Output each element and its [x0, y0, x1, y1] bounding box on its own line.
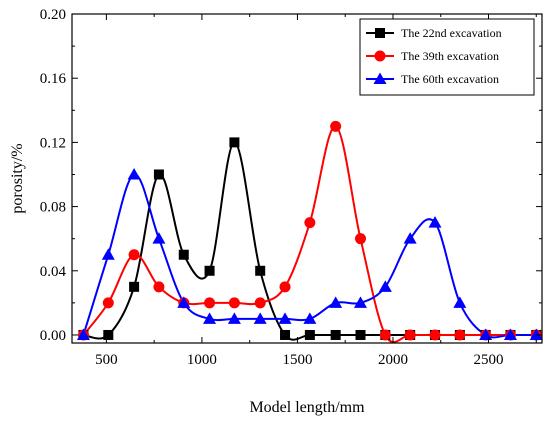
series-3-point: [529, 328, 543, 340]
series-2-point: [330, 120, 342, 132]
series-3-point: [253, 312, 267, 324]
series-line-1: [83, 141, 537, 341]
series-2-point: [354, 233, 366, 245]
x-axis-title: Model length/mm: [249, 399, 365, 416]
x-tick-label: 1500: [282, 352, 312, 368]
y-tick-label: 0.16: [40, 71, 67, 87]
series-2-point: [228, 297, 240, 309]
plot-frame: [71, 13, 543, 344]
series-1-point: [304, 329, 315, 340]
series-2-point: [102, 297, 114, 309]
series-1-point: [330, 329, 341, 340]
series-3-point: [403, 232, 417, 244]
series-3-point: [428, 216, 442, 228]
x-tick-label: 2500: [474, 352, 504, 368]
x-tick-label: 1000: [187, 352, 217, 368]
series-1-point: [280, 329, 291, 340]
series-3-point: [329, 296, 343, 308]
y-tick-label: 0.20: [40, 7, 66, 23]
y-tick-label: 0.08: [40, 200, 66, 216]
series-1-point: [229, 137, 240, 148]
series-3-point: [453, 296, 467, 308]
series-3-point: [101, 248, 115, 260]
y-tick-label: 0.04: [40, 264, 67, 280]
series-1-point: [178, 249, 189, 260]
series-3-point: [76, 328, 90, 340]
series-1-point: [129, 281, 140, 292]
legend-marker-1: [375, 28, 385, 38]
legend-label-1: The 22nd excavation: [401, 26, 502, 40]
series-3-point: [353, 296, 367, 308]
series-line-2: [82, 125, 537, 344]
x-axis-ticks: 500 1000 1500 2000 2500: [95, 14, 537, 368]
legend-marker-3: [373, 72, 387, 84]
series-3-point: [203, 312, 217, 324]
series-2-point: [454, 329, 466, 341]
series-1-point: [204, 265, 215, 276]
series-3-point: [378, 280, 392, 292]
legend: The 22nd excavation The 39th excavation Th…: [359, 18, 535, 96]
y-tick-label: 0.00: [40, 328, 66, 344]
series-1-point: [355, 329, 366, 340]
series-2-point: [128, 249, 140, 261]
series-2-point: [279, 281, 291, 293]
y-axis-title: porosity/%: [9, 143, 26, 213]
series-curves: [82, 125, 537, 344]
series-2-point: [379, 329, 391, 341]
series-2-point: [204, 297, 216, 309]
series-2-point: [429, 329, 441, 341]
series-3-point: [127, 167, 141, 180]
series-3-point: [227, 312, 241, 324]
x-tick-label: 500: [95, 352, 118, 368]
series-1-point: [255, 265, 266, 276]
series-3-point: [177, 296, 191, 308]
series-2-point: [254, 297, 266, 309]
legend-label-2: The 39th excavation: [401, 49, 499, 63]
y-tick-label: 0.12: [40, 135, 66, 151]
series-1-point: [153, 169, 164, 180]
plot-area: [76, 120, 543, 344]
series-1-point: [103, 329, 114, 340]
series-3-point: [503, 328, 517, 340]
series-2-point: [153, 281, 165, 293]
x-tick-label: 2000: [378, 352, 408, 368]
series-markers: [76, 120, 543, 341]
y-axis-ticks: 0.00 0.04 0.08 0.12 0.16 0.20: [40, 7, 542, 344]
series-2-point: [304, 217, 316, 229]
series-3-point: [303, 312, 317, 324]
series-3-point: [278, 312, 292, 324]
legend-label-3: The 60th excavation: [401, 72, 499, 86]
legend-marker-2: [374, 50, 386, 62]
series-2-point: [404, 329, 416, 341]
series-3-point: [152, 232, 166, 244]
